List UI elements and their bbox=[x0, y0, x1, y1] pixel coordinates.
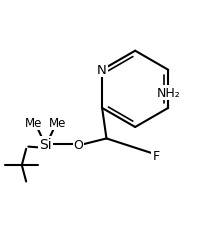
Text: NH₂: NH₂ bbox=[156, 87, 180, 100]
Text: O: O bbox=[73, 138, 83, 151]
Text: Si: Si bbox=[39, 138, 52, 152]
Text: Me: Me bbox=[25, 117, 43, 130]
Text: N: N bbox=[97, 64, 107, 77]
Text: Me: Me bbox=[49, 117, 66, 130]
Text: F: F bbox=[152, 149, 159, 162]
